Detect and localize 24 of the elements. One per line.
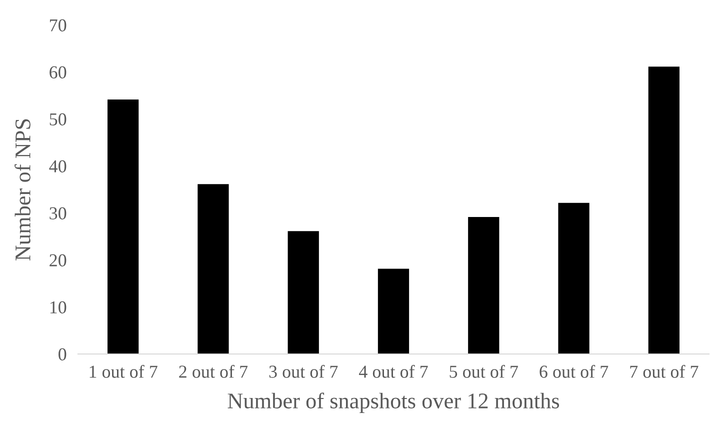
bar <box>468 217 500 354</box>
y-tick-label: 50 <box>50 113 66 126</box>
x-tick-label: 5 out of 7 <box>450 364 518 378</box>
y-tick-label: 0 <box>58 348 66 360</box>
x-tick-label: 1 out of 7 <box>90 364 158 378</box>
bar <box>378 268 410 354</box>
x-tick-label: 7 out of 7 <box>630 364 698 378</box>
y-tick-label: 20 <box>50 254 66 266</box>
bar <box>288 231 319 354</box>
x-tick-label: 6 out of 7 <box>540 364 608 378</box>
y-tick-label: 30 <box>50 207 66 220</box>
y-tick-label: 40 <box>49 160 66 172</box>
bar <box>108 100 139 354</box>
y-tick-label: 10 <box>50 301 66 314</box>
x-tick-label: 3 out of 7 <box>269 364 338 378</box>
x-tick-label: 4 out of 7 <box>359 364 428 378</box>
y-tick-label: 60 <box>50 66 66 78</box>
bar <box>558 202 590 354</box>
bar <box>648 66 680 354</box>
y-tick-label: 70 <box>50 19 66 32</box>
y-axis-title: Number of NPS <box>14 119 30 260</box>
x-tick-label: 2 out of 7 <box>179 364 248 378</box>
bar <box>198 184 229 354</box>
x-axis-title: Number of snapshots over 12 months <box>228 392 560 413</box>
